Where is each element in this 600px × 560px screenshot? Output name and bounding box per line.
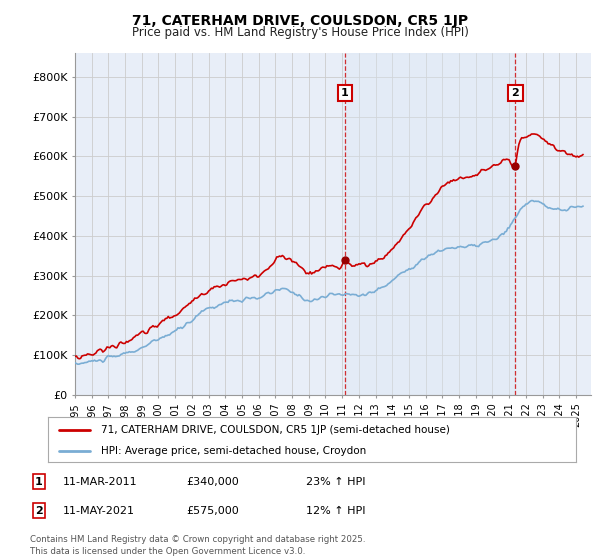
Text: 1: 1 bbox=[341, 88, 349, 98]
Text: £340,000: £340,000 bbox=[186, 477, 239, 487]
Text: HPI: Average price, semi-detached house, Croydon: HPI: Average price, semi-detached house,… bbox=[101, 446, 366, 456]
Bar bbox=[345, 53, 515, 395]
Text: £575,000: £575,000 bbox=[186, 506, 239, 516]
Text: 12% ↑ HPI: 12% ↑ HPI bbox=[306, 506, 365, 516]
Text: 71, CATERHAM DRIVE, COULSDON, CR5 1JP (semi-detached house): 71, CATERHAM DRIVE, COULSDON, CR5 1JP (s… bbox=[101, 424, 449, 435]
Text: 2: 2 bbox=[35, 506, 43, 516]
Text: Contains HM Land Registry data © Crown copyright and database right 2025.: Contains HM Land Registry data © Crown c… bbox=[30, 535, 365, 544]
Text: 23% ↑ HPI: 23% ↑ HPI bbox=[306, 477, 365, 487]
Text: 71, CATERHAM DRIVE, COULSDON, CR5 1JP: 71, CATERHAM DRIVE, COULSDON, CR5 1JP bbox=[132, 14, 468, 28]
Text: This data is licensed under the Open Government Licence v3.0.: This data is licensed under the Open Gov… bbox=[30, 547, 305, 556]
Text: 11-MAY-2021: 11-MAY-2021 bbox=[63, 506, 135, 516]
Text: 2: 2 bbox=[511, 88, 519, 98]
Text: 1: 1 bbox=[35, 477, 43, 487]
Text: 11-MAR-2011: 11-MAR-2011 bbox=[63, 477, 137, 487]
Text: Price paid vs. HM Land Registry's House Price Index (HPI): Price paid vs. HM Land Registry's House … bbox=[131, 26, 469, 39]
